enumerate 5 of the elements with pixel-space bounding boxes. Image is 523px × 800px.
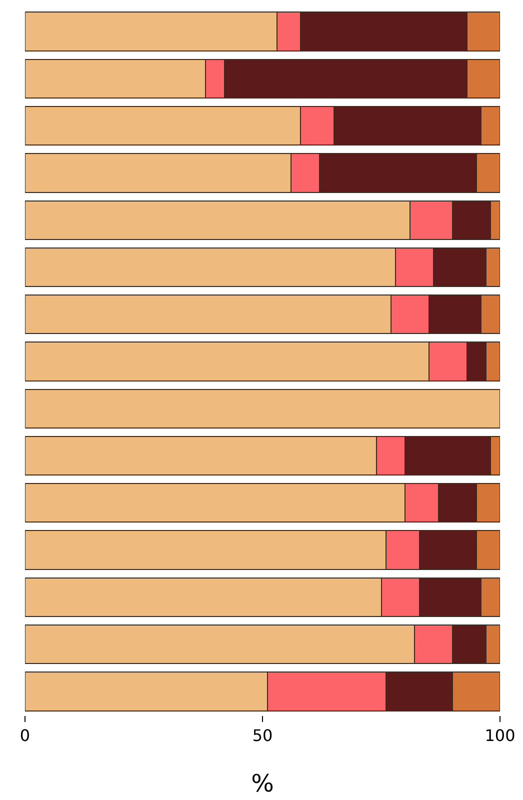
x-tick-label: 0 bbox=[20, 726, 30, 746]
bar bbox=[25, 388, 500, 428]
x-axis-title: % bbox=[251, 770, 274, 798]
x-tick-label: 50 bbox=[252, 726, 273, 746]
x-tick-label: 100 bbox=[484, 726, 516, 746]
